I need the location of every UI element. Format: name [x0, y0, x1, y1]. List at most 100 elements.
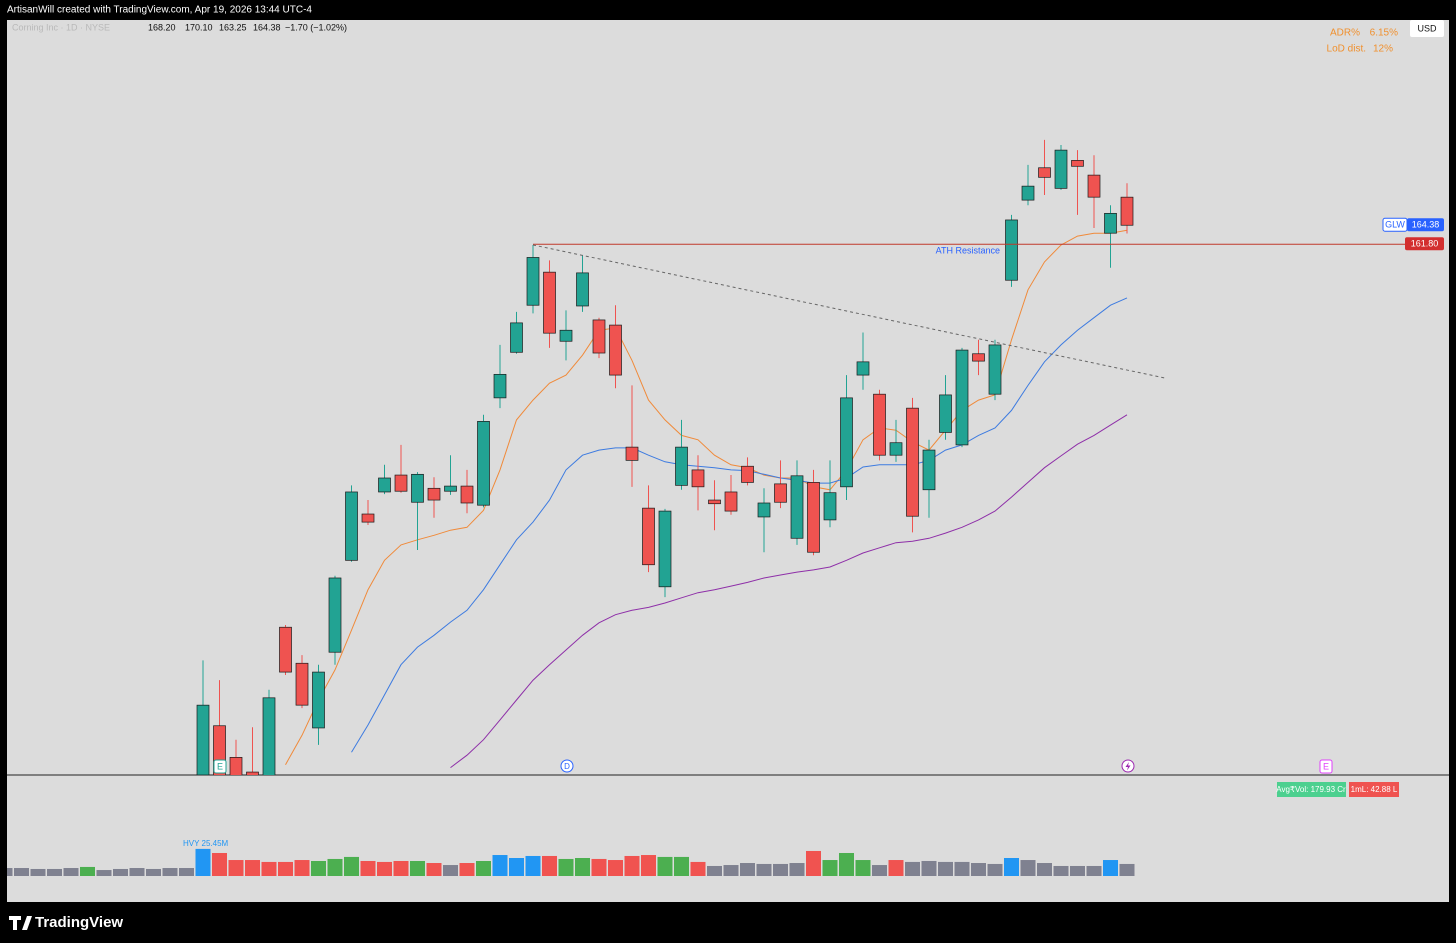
brand-logo	[9, 916, 32, 930]
candle-body	[1054, 149, 1068, 189]
legend-low: 163.25	[219, 22, 247, 32]
candle-body	[378, 477, 391, 493]
volume-bar	[195, 848, 211, 876]
volume-bar	[971, 863, 986, 876]
candle-body	[724, 491, 738, 512]
candle-body	[790, 475, 804, 539]
legend-open: 168.20	[148, 22, 176, 32]
candle-body	[1005, 219, 1018, 281]
ml-label: 1mL: 42.88 L	[1351, 785, 1398, 794]
candle-body	[1120, 196, 1134, 226]
volume-bar	[1053, 865, 1069, 876]
volume-bar	[789, 863, 805, 876]
top-bar-text: ArtisanWill created with TradingView.com…	[7, 5, 312, 16]
volume-bar	[1103, 860, 1118, 876]
volume-pane: HVY 25.45M	[7, 839, 1135, 876]
volume-bar	[756, 863, 772, 876]
candle-body	[675, 446, 688, 486]
volume-bar	[443, 865, 458, 876]
volume-bar	[7, 868, 13, 876]
volume-bar	[245, 860, 260, 876]
candle-body	[427, 487, 441, 501]
volume-bar	[393, 860, 409, 876]
candle-body	[906, 407, 919, 517]
volume-bar	[608, 860, 623, 876]
volume-bar	[674, 856, 689, 876]
currency-box[interactable]	[1410, 20, 1444, 37]
event-marker[interactable]: E	[1319, 759, 1333, 774]
volume-bar	[525, 855, 541, 876]
candle-body	[691, 469, 705, 488]
volume-bar	[212, 852, 227, 876]
candle-body	[939, 394, 952, 433]
volume-bar	[377, 861, 392, 876]
event-box[interactable]	[213, 759, 227, 774]
legend-high: 170.10	[185, 22, 213, 32]
price-pane	[196, 139, 1407, 775]
candle-body	[889, 442, 903, 456]
event-marker[interactable]: D	[560, 759, 574, 773]
event-label[interactable]: E	[1323, 761, 1329, 771]
volume-bar	[63, 868, 79, 876]
event-marker[interactable]	[1121, 759, 1135, 773]
candle-body	[246, 771, 259, 775]
volume-bar	[773, 863, 788, 876]
volume-label: HVY 25.45M	[183, 839, 229, 848]
volume-bar	[96, 870, 112, 876]
legend-symbol: Corning Inc · 1D · NYSE	[12, 22, 110, 32]
candle-body	[526, 257, 540, 306]
event-label[interactable]: E	[217, 761, 223, 771]
volume-bar	[740, 863, 755, 876]
candle-body	[741, 465, 754, 483]
price-tag-label: 164.38	[1412, 220, 1440, 230]
volume-bar	[1004, 858, 1019, 876]
volume-bar	[839, 852, 854, 876]
lightning-icon[interactable]	[1125, 762, 1131, 771]
candle-body	[642, 507, 655, 566]
candle-body	[543, 271, 556, 334]
candle-body	[1021, 185, 1035, 201]
stat-value: 6.15%	[1370, 28, 1398, 39]
brand-name: TradingView	[35, 914, 123, 931]
stat-label: LoD dist.	[1327, 44, 1366, 55]
volume-bar	[921, 860, 937, 876]
currency-label[interactable]: USD	[1417, 23, 1437, 33]
volume-bar	[690, 861, 706, 876]
legend-close: 164.38	[253, 22, 281, 32]
price-tag-symbol: GLW	[1385, 220, 1405, 230]
volume-bar	[129, 868, 145, 876]
candle-body	[229, 757, 243, 775]
volume-bar	[888, 860, 904, 876]
volume-bar	[492, 855, 508, 876]
volume-bar	[723, 865, 739, 876]
avg-vol-box	[1277, 782, 1346, 797]
volume-bar	[938, 861, 953, 876]
candle-body	[361, 513, 375, 523]
candle-body	[262, 697, 276, 775]
event-label[interactable]: D	[564, 762, 570, 771]
chart-area	[7, 20, 1449, 902]
overlay: ATH Resistance 161.80 GLW 164.38	[936, 217, 1444, 256]
volume-bar	[261, 861, 277, 876]
candle-body	[1071, 160, 1084, 167]
volume-bar	[80, 866, 95, 876]
candle-body	[394, 474, 408, 492]
volume-bar	[558, 858, 574, 876]
volume-bar	[228, 860, 244, 876]
candle-body	[625, 446, 639, 461]
legend-change: −1.70 (−1.02%)	[285, 22, 347, 32]
volume-bar	[311, 860, 326, 876]
candle-body	[559, 329, 573, 342]
event-circle[interactable]	[560, 759, 574, 773]
event-marker[interactable]: E	[213, 759, 227, 774]
ath-tag-label: 161.80	[1411, 239, 1439, 249]
event-box[interactable]	[1319, 759, 1333, 774]
volume-bar	[278, 861, 293, 876]
candle-body	[493, 373, 507, 399]
currency-button[interactable]: USD	[1410, 20, 1444, 37]
candle-body	[576, 272, 589, 307]
volume-bar	[591, 858, 607, 876]
moving-average	[351, 297, 1128, 753]
volume-bar	[707, 865, 722, 876]
